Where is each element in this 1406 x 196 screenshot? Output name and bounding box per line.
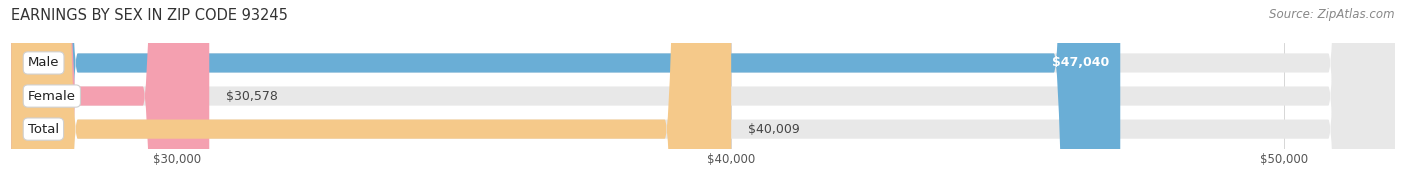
Text: EARNINGS BY SEX IN ZIP CODE 93245: EARNINGS BY SEX IN ZIP CODE 93245 (11, 8, 288, 23)
Text: Total: Total (28, 123, 59, 136)
FancyBboxPatch shape (11, 0, 209, 196)
Text: $30,578: $30,578 (226, 90, 278, 103)
FancyBboxPatch shape (11, 0, 731, 196)
Text: $47,040: $47,040 (1052, 56, 1109, 69)
FancyBboxPatch shape (11, 0, 1121, 196)
Text: Female: Female (28, 90, 76, 103)
Text: Source: ZipAtlas.com: Source: ZipAtlas.com (1270, 8, 1395, 21)
Text: Male: Male (28, 56, 59, 69)
FancyBboxPatch shape (11, 0, 1395, 196)
FancyBboxPatch shape (11, 0, 1395, 196)
Text: $40,009: $40,009 (748, 123, 800, 136)
FancyBboxPatch shape (11, 0, 1395, 196)
